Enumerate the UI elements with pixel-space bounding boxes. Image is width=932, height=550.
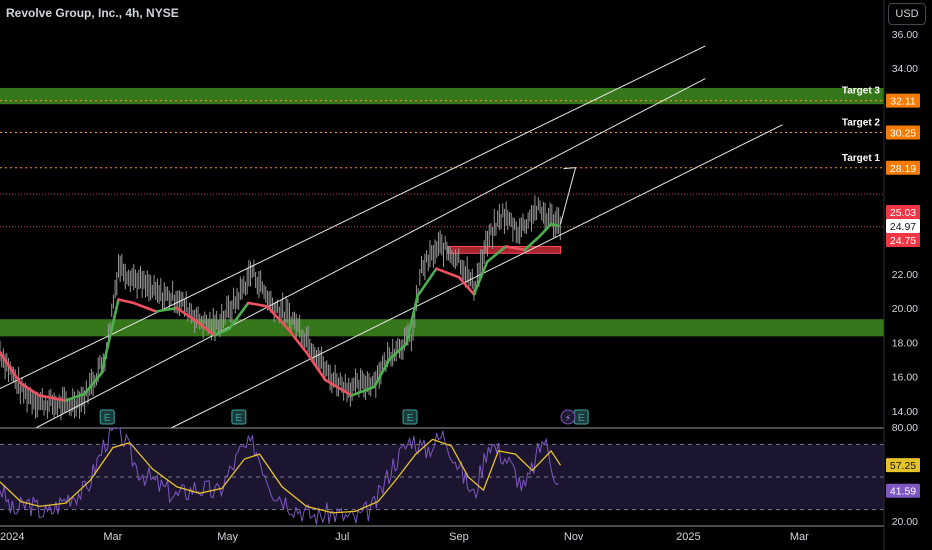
time-tick-label: 2024 — [0, 531, 24, 543]
symbol-title[interactable]: Revolve Group, Inc., 4h, NYSE — [6, 6, 179, 20]
resistance-zone — [0, 87, 884, 105]
channel-line[interactable] — [35, 78, 706, 429]
baseline-segment — [19, 382, 41, 397]
price-tag[interactable] — [886, 233, 920, 247]
target-price-text: 30.25 — [890, 127, 916, 139]
baseline-segment — [83, 371, 103, 396]
time-tick-label: Mar — [790, 531, 809, 543]
earnings-icon: E — [236, 413, 243, 424]
projection-arrow[interactable] — [560, 167, 577, 225]
price-tick-label: 14.00 — [892, 406, 918, 418]
baseline-segment — [485, 245, 508, 264]
rsi-value-text: 41.59 — [890, 486, 916, 498]
target-price-tag[interactable] — [886, 160, 920, 175]
channel-line[interactable] — [0, 45, 706, 390]
price-tick-label: 22.00 — [892, 269, 918, 281]
target-label: Target 3 — [842, 86, 881, 97]
earnings-box — [99, 409, 115, 425]
baseline-segment — [117, 298, 135, 305]
baseline-segment — [265, 305, 290, 330]
baseline-segment — [538, 222, 553, 238]
baseline-segment — [457, 275, 476, 296]
price-tick-label: 36.00 — [892, 29, 918, 41]
target-label: Target 1 — [842, 153, 881, 164]
target-price-text: 28.19 — [890, 163, 916, 175]
guide-lines: Target 3 Target 2 Target 1 — [0, 86, 884, 228]
earnings-icon: E — [104, 413, 111, 424]
earnings-marker[interactable]: E — [573, 409, 589, 425]
time-tick-label: Jul — [335, 531, 349, 543]
baseline-segment — [472, 260, 489, 296]
earnings-box — [231, 409, 247, 425]
baseline-segment — [523, 234, 542, 252]
price-tag-text: 24.75 — [890, 235, 916, 247]
time-axis[interactable]: 2024 Mar May Jul Sep Nov 2025 Mar — [0, 531, 809, 543]
support-zone — [0, 319, 884, 337]
currency-button[interactable]: USD — [888, 3, 926, 25]
earnings-marker[interactable]: E — [402, 409, 418, 425]
baseline-segment — [504, 245, 527, 252]
price-tick-label: 16.00 — [892, 372, 918, 384]
baseline-segment — [416, 267, 438, 298]
earnings-marker[interactable]: E — [99, 409, 115, 425]
earnings-marker[interactable]: E — [231, 409, 247, 425]
time-tick-label: Sep — [449, 531, 469, 543]
baseline-segment — [350, 385, 376, 397]
baseline-segment — [175, 306, 199, 324]
price-tag-text: 24.97 — [890, 221, 916, 233]
rsi-value-text: 57.25 — [890, 460, 916, 472]
target-price-tag[interactable] — [886, 125, 920, 140]
baseline-segment — [196, 320, 216, 337]
rsi-tick-label: 20.00 — [892, 516, 918, 528]
price-tag[interactable] — [886, 219, 920, 233]
rsi-panel — [0, 426, 932, 527]
earnings-box — [402, 409, 418, 425]
baseline-segment — [324, 378, 354, 397]
time-tick-label: Nov — [564, 531, 584, 543]
rsi-tick-label: 80.00 — [892, 422, 918, 434]
baseline-segment — [228, 301, 250, 330]
target-price-tag[interactable] — [886, 93, 920, 108]
dividend-marker[interactable]: ⚡ — [560, 409, 576, 425]
price-tag-text: 25.03 — [890, 207, 916, 219]
price-tick-label: 18.00 — [892, 337, 918, 349]
rsi-value-tag[interactable] — [886, 458, 920, 473]
baseline-segment — [305, 351, 327, 382]
trend-baseline — [0, 222, 560, 402]
channel-line[interactable] — [170, 124, 783, 429]
price-tick-label: 34.00 — [892, 63, 918, 75]
baseline-segment — [246, 301, 269, 308]
earnings-icon: E — [578, 413, 585, 424]
time-tick-label: 2025 — [676, 531, 700, 543]
baseline-segment — [38, 394, 68, 402]
earnings-icon: E — [407, 413, 414, 424]
baseline-segment — [549, 222, 560, 228]
price-tick-label: 20.00 — [892, 303, 918, 315]
baseline-segment — [154, 306, 179, 313]
target-label: Target 2 — [842, 117, 881, 128]
baseline-segment — [435, 267, 461, 279]
price-tag[interactable] — [886, 205, 920, 219]
channel-lines[interactable] — [0, 45, 783, 429]
baseline-segment — [404, 294, 419, 346]
baseline-segment — [286, 327, 308, 354]
price-axis[interactable]: 36.00 34.00 22.00 20.00 18.00 16.00 14.00 80.00… — [883, 0, 932, 550]
rsi-ma-line — [0, 438, 562, 514]
baseline-segment — [100, 298, 120, 375]
rsi-value-tag[interactable] — [886, 483, 920, 498]
event-markers[interactable]: E E E E ⚡ — [99, 409, 589, 425]
time-tick-label: Mar — [103, 531, 122, 543]
time-tick-label: May — [217, 531, 238, 543]
baseline-segment — [372, 358, 391, 389]
dividend-circle — [560, 409, 576, 425]
baseline-segment — [0, 351, 22, 385]
target-price-text: 32.11 — [890, 96, 916, 108]
baseline-segment — [132, 301, 158, 313]
baseline-segment — [388, 342, 408, 361]
projection-arrowhead — [563, 167, 576, 170]
lightning-icon: ⚡ — [565, 414, 571, 424]
baseline-segment — [64, 392, 86, 402]
baseline-segment — [213, 327, 231, 337]
